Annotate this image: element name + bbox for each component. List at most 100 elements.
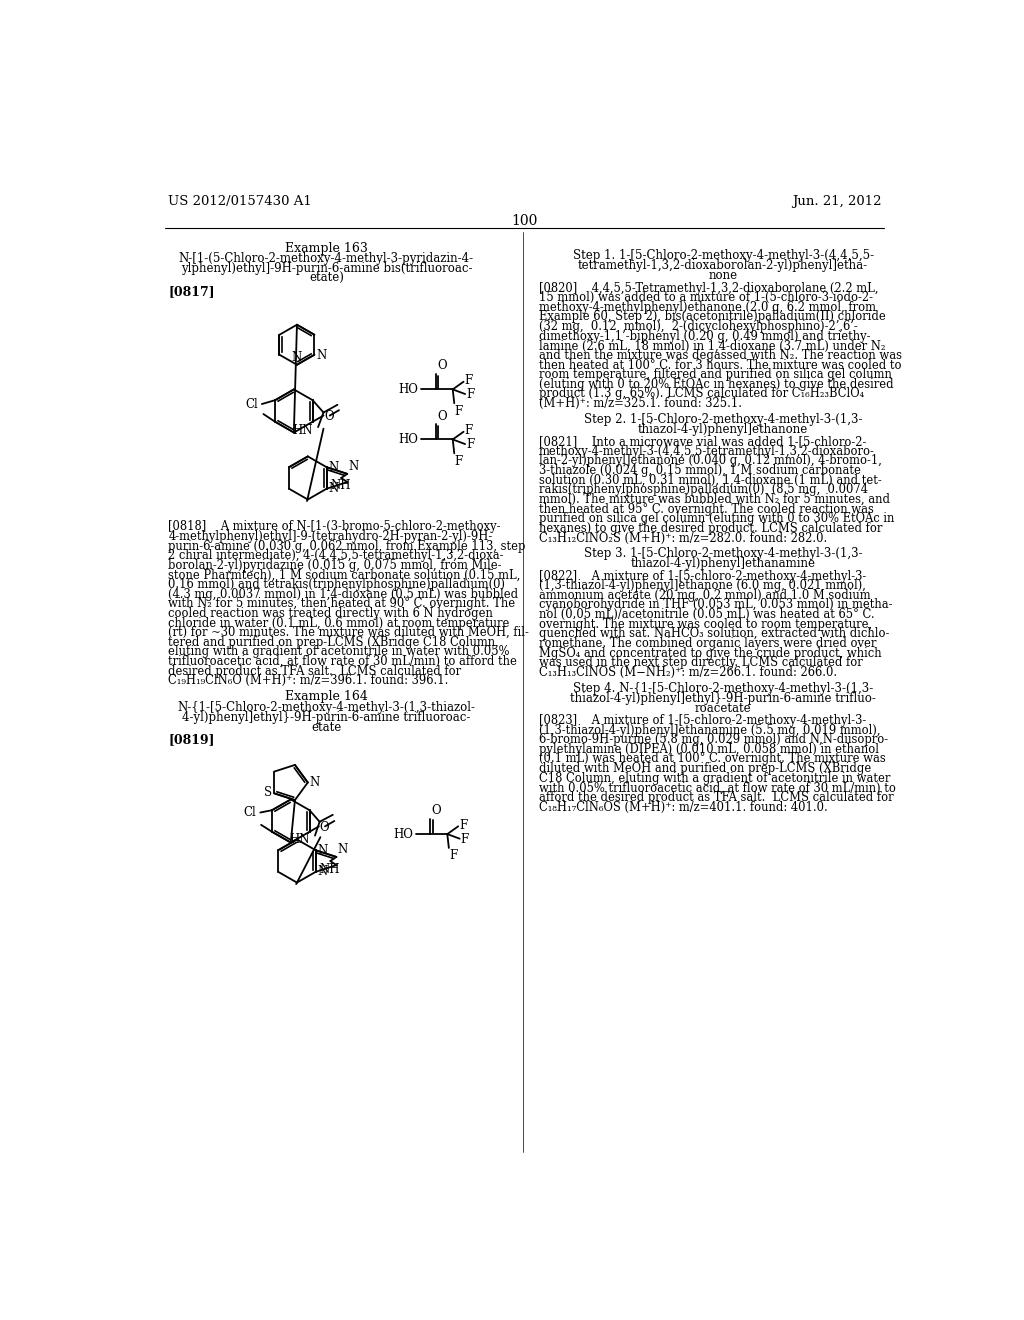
- Text: [0822]    A mixture of 1-[5-chloro-2-methoxy-4-methyl-3-: [0822] A mixture of 1-[5-chloro-2-methox…: [539, 570, 866, 582]
- Text: cyanoborohydride in THF (0.053 mL, 0.053 mmol) in metha-: cyanoborohydride in THF (0.053 mL, 0.053…: [539, 598, 892, 611]
- Text: thiazol-4-yl)phenyl]ethanone: thiazol-4-yl)phenyl]ethanone: [638, 422, 808, 436]
- Text: (eluting with 0 to 20% EtOAc in hexanes) to give the desired: (eluting with 0 to 20% EtOAc in hexanes)…: [539, 378, 893, 391]
- Text: [0818]    A mixture of N-[1-(3-bromo-5-chloro-2-methoxy-: [0818] A mixture of N-[1-(3-bromo-5-chlo…: [168, 520, 501, 533]
- Text: Step 1. 1-[5-Chloro-2-methoxy-4-methyl-3-(4,4,5,5-: Step 1. 1-[5-Chloro-2-methoxy-4-methyl-3…: [572, 249, 873, 263]
- Text: purin-6-amine (0.030 g, 0.062 mmol, from Example 113, step: purin-6-amine (0.030 g, 0.062 mmol, from…: [168, 540, 525, 553]
- Text: Step 3. 1-[5-Chloro-2-methoxy-4-methyl-3-(1,3-: Step 3. 1-[5-Chloro-2-methoxy-4-methyl-3…: [584, 548, 862, 560]
- Text: Cl: Cl: [244, 807, 256, 818]
- Text: Example 60, Step 2), bis(acetonitrile)palladium(II) chloride: Example 60, Step 2), bis(acetonitrile)pa…: [539, 310, 886, 323]
- Text: F: F: [461, 833, 469, 846]
- Text: afford the desired product as TFA salt.  LCMS calculated for: afford the desired product as TFA salt. …: [539, 791, 893, 804]
- Text: [0817]: [0817]: [168, 285, 215, 298]
- Text: C₁₈H₁₇ClN₆OS (M+H)⁺: m/z=401.1. found: 401.0.: C₁₈H₁₇ClN₆OS (M+H)⁺: m/z=401.1. found: 4…: [539, 800, 827, 813]
- Text: C₁₉H₁₉ClN₆O (M+H)⁺: m/z=396.1. found: 396.1.: C₁₉H₁₉ClN₆O (M+H)⁺: m/z=396.1. found: 39…: [168, 675, 449, 688]
- Text: Step 4. N-{1-[5-Chloro-2-methoxy-4-methyl-3-(1,3-: Step 4. N-{1-[5-Chloro-2-methoxy-4-methy…: [573, 681, 873, 694]
- Text: S: S: [264, 787, 271, 799]
- Text: ammonium acetate (20 mg, 0.2 mmol) and 1.0 M sodium: ammonium acetate (20 mg, 0.2 mmol) and 1…: [539, 589, 870, 602]
- Text: stone Pharmtech), 1 M sodium carbonate solution (0.15 mL,: stone Pharmtech), 1 M sodium carbonate s…: [168, 569, 520, 581]
- Text: tered and purified on prep-LCMS (XBridge C18 Column,: tered and purified on prep-LCMS (XBridge…: [168, 636, 499, 649]
- Text: O: O: [437, 409, 446, 422]
- Text: [0823]    A mixture of 1-[5-chloro-2-methoxy-4-methyl-3-: [0823] A mixture of 1-[5-chloro-2-methox…: [539, 714, 866, 727]
- Text: Example 164: Example 164: [285, 690, 368, 704]
- Text: N: N: [317, 843, 328, 857]
- Text: borolan-2-yl)pyridazine (0.015 g, 0.075 mmol, from Mile-: borolan-2-yl)pyridazine (0.015 g, 0.075 …: [168, 558, 502, 572]
- Text: N: N: [328, 482, 338, 495]
- Text: C₁₃H₁₃ClNOS (M−NH₂)⁺: m/z=266.1. found: 266.0.: C₁₃H₁₃ClNOS (M−NH₂)⁺: m/z=266.1. found: …: [539, 665, 837, 678]
- Text: purified on silica gel column (eluting with 0 to 30% EtOAc in: purified on silica gel column (eluting w…: [539, 512, 894, 525]
- Text: 0.16 mmol) and tetrakis(triphenylphosphine)palladium(0): 0.16 mmol) and tetrakis(triphenylphosphi…: [168, 578, 505, 591]
- Text: N: N: [316, 348, 327, 362]
- Text: N-{1-[5-Chloro-2-methoxy-4-methyl-3-(1,3-thiazol-: N-{1-[5-Chloro-2-methoxy-4-methyl-3-(1,3…: [177, 701, 475, 714]
- Text: O: O: [437, 359, 446, 372]
- Text: cooled reaction was treated directly with 6 N hydrogen: cooled reaction was treated directly wit…: [168, 607, 494, 620]
- Text: F: F: [455, 455, 463, 467]
- Text: N: N: [291, 351, 301, 364]
- Text: ylphenyl)ethyl]-9H-purin-6-amine bis(trifluoroac-: ylphenyl)ethyl]-9H-purin-6-amine bis(tri…: [180, 263, 472, 276]
- Text: roacetate: roacetate: [695, 702, 752, 714]
- Text: N: N: [317, 866, 328, 878]
- Text: eluting with a gradient of acetonitrile in water with 0.05%: eluting with a gradient of acetonitrile …: [168, 645, 510, 659]
- Text: N: N: [348, 461, 358, 473]
- Text: room temperature, filtered and purified on silica gel column: room temperature, filtered and purified …: [539, 368, 892, 381]
- Text: (rt) for ~30 minutes. The mixture was diluted with MeOH, fil-: (rt) for ~30 minutes. The mixture was di…: [168, 626, 529, 639]
- Text: N-[1-(5-Chloro-2-methoxy-4-methyl-3-pyridazin-4-: N-[1-(5-Chloro-2-methoxy-4-methyl-3-pyri…: [179, 252, 474, 265]
- Text: F: F: [466, 438, 474, 451]
- Text: [0819]: [0819]: [168, 733, 215, 746]
- Text: quenched with sat. NaHCO₃ solution, extracted with dichlo-: quenched with sat. NaHCO₃ solution, extr…: [539, 627, 889, 640]
- Text: F: F: [455, 405, 463, 418]
- Text: then heated at 95° C. overnight. The cooled reaction was: then heated at 95° C. overnight. The coo…: [539, 503, 873, 516]
- Text: N: N: [337, 843, 347, 857]
- Text: nol (0.05 mL)/acetonitrile (0.05 mL) was heated at 65° C.: nol (0.05 mL)/acetonitrile (0.05 mL) was…: [539, 609, 874, 622]
- Text: methoxy-4-methylphenyl)ethanone (2.0 g, 6.2 mmol, from: methoxy-4-methylphenyl)ethanone (2.0 g, …: [539, 301, 876, 314]
- Text: chloride in water (0.1 mL, 0.6 mmol) at room temperature: chloride in water (0.1 mL, 0.6 mmol) at …: [168, 616, 510, 630]
- Text: thiazol-4-yl)phenyl]ethyl}-9H-purin-6-amine trifluo-: thiazol-4-yl)phenyl]ethyl}-9H-purin-6-am…: [570, 692, 877, 705]
- Text: none: none: [709, 269, 737, 282]
- Text: with 0.05% trifluoroacetic acid, at flow rate of 30 mL/min) to: with 0.05% trifluoroacetic acid, at flow…: [539, 781, 896, 795]
- Text: (1,3-thiazol-4-yl)phenyl]ethanamine (5.5 mg, 0.019 mmol),: (1,3-thiazol-4-yl)phenyl]ethanamine (5.5…: [539, 723, 881, 737]
- Text: NH: NH: [319, 862, 340, 875]
- Text: US 2012/0157430 A1: US 2012/0157430 A1: [168, 194, 312, 207]
- Text: mmol). The mixture was bubbled with N₂ for 5 minutes, and: mmol). The mixture was bubbled with N₂ f…: [539, 492, 890, 506]
- Text: solution (0.30 mL, 0.31 mmol), 1,4-dioxane (1 mL) and tet-: solution (0.30 mL, 0.31 mmol), 1,4-dioxa…: [539, 474, 882, 487]
- Text: Step 2. 1-[5-Chloro-2-methoxy-4-methyl-3-(1,3-: Step 2. 1-[5-Chloro-2-methoxy-4-methyl-3…: [584, 413, 862, 426]
- Text: F: F: [449, 850, 457, 862]
- Text: and then the mixture was degassed with N₂. The reaction was: and then the mixture was degassed with N…: [539, 348, 902, 362]
- Text: [0820]    4,4,5,5-Tetramethyl-1,3,2-dioxaborolane (2.2 mL,: [0820] 4,4,5,5-Tetramethyl-1,3,2-dioxabo…: [539, 281, 879, 294]
- Text: with N₂ for 5 minutes, then heated at 90° C. overnight. The: with N₂ for 5 minutes, then heated at 90…: [168, 597, 515, 610]
- Text: lamine (2.6 mL, 18 mmol) in 1,4-dioxane (3.7 mL) under N₂: lamine (2.6 mL, 18 mmol) in 1,4-dioxane …: [539, 339, 886, 352]
- Text: was used in the next step directly. LCMS calculated for: was used in the next step directly. LCMS…: [539, 656, 862, 669]
- Text: F: F: [466, 388, 474, 401]
- Text: HN: HN: [292, 425, 312, 437]
- Text: HO: HO: [393, 828, 414, 841]
- Text: MgSO₄ and concentrated to give the crude product, which: MgSO₄ and concentrated to give the crude…: [539, 647, 882, 660]
- Text: rakis(triphenylphosphine)palladium(0)  (8.5 mg,  0.0074: rakis(triphenylphosphine)palladium(0) (8…: [539, 483, 867, 496]
- Text: desired product as TFA salt.  LCMS calculated for: desired product as TFA salt. LCMS calcul…: [168, 665, 462, 677]
- Text: O: O: [325, 409, 334, 422]
- Text: (4.3 mg, 0.0037 mmol) in 1,4-dioxane (0.5 mL) was bubbled: (4.3 mg, 0.0037 mmol) in 1,4-dioxane (0.…: [168, 587, 518, 601]
- Text: etate): etate): [309, 272, 344, 285]
- Text: pylethylamine (DIPEA) (0.010 mL, 0.058 mmol) in ethanol: pylethylamine (DIPEA) (0.010 mL, 0.058 m…: [539, 743, 879, 756]
- Text: Jun. 21, 2012: Jun. 21, 2012: [792, 194, 882, 207]
- Text: Cl: Cl: [246, 397, 258, 411]
- Text: tetramethyl-1,3,2-dioxaborolan-2-yl)phenyl]etha-: tetramethyl-1,3,2-dioxaborolan-2-yl)phen…: [579, 259, 868, 272]
- Text: lan-2-yl)phenyl]ethanone (0.040 g, 0.12 mmol), 4-bromo-1,: lan-2-yl)phenyl]ethanone (0.040 g, 0.12 …: [539, 454, 882, 467]
- Text: O: O: [319, 821, 330, 834]
- Text: 4-methylphenyl)ethyl]-9-(tetrahydro-2H-pyran-2-yl)-9H-: 4-methylphenyl)ethyl]-9-(tetrahydro-2H-p…: [168, 529, 493, 543]
- Text: (0.1 mL) was heated at 100° C. overnight. The mixture was: (0.1 mL) was heated at 100° C. overnight…: [539, 752, 886, 766]
- Text: 6-bromo-9H-purine (5.8 mg, 0.029 mmol) and N,N-diisopro-: 6-bromo-9H-purine (5.8 mg, 0.029 mmol) a…: [539, 733, 888, 746]
- Text: methoxy-4-methyl-3-(4,4,5,5-tetramethyl-1,3,2-dioxaboro-: methoxy-4-methyl-3-(4,4,5,5-tetramethyl-…: [539, 445, 874, 458]
- Text: 2 chiral intermediate), 4-(4,4,5,5-tetramethyl-1,3,2-dioxa-: 2 chiral intermediate), 4-(4,4,5,5-tetra…: [168, 549, 504, 562]
- Text: 3-thiazole (0.024 g, 0.15 mmol), 1 M sodium carbonate: 3-thiazole (0.024 g, 0.15 mmol), 1 M sod…: [539, 465, 860, 477]
- Text: romethane. The combined organic layers were dried over: romethane. The combined organic layers w…: [539, 638, 877, 649]
- Text: 100: 100: [512, 214, 538, 228]
- Text: F: F: [464, 425, 473, 437]
- Text: HN: HN: [289, 833, 309, 846]
- Text: (32 mg,  0.12  mmol),  2-(dicyclohexylphosphino)-2’,6’-: (32 mg, 0.12 mmol), 2-(dicyclohexylphosp…: [539, 321, 857, 333]
- Text: (M+H)⁺: m/z=325.1. found: 325.1.: (M+H)⁺: m/z=325.1. found: 325.1.: [539, 397, 741, 411]
- Text: (1,3-thiazol-4-yl)phenyl]ethanone (6.0 mg, 0.021 mmol),: (1,3-thiazol-4-yl)phenyl]ethanone (6.0 m…: [539, 579, 865, 593]
- Text: N: N: [328, 461, 338, 474]
- Text: diluted with MeOH and purified on prep-LCMS (XBridge: diluted with MeOH and purified on prep-L…: [539, 762, 871, 775]
- Text: trifluoroacetic acid, at flow rate of 30 mL/min) to afford the: trifluoroacetic acid, at flow rate of 30…: [168, 655, 517, 668]
- Text: HO: HO: [398, 433, 419, 446]
- Text: [0821]    Into a microwave vial was added 1-[5-chloro-2-: [0821] Into a microwave vial was added 1…: [539, 436, 866, 449]
